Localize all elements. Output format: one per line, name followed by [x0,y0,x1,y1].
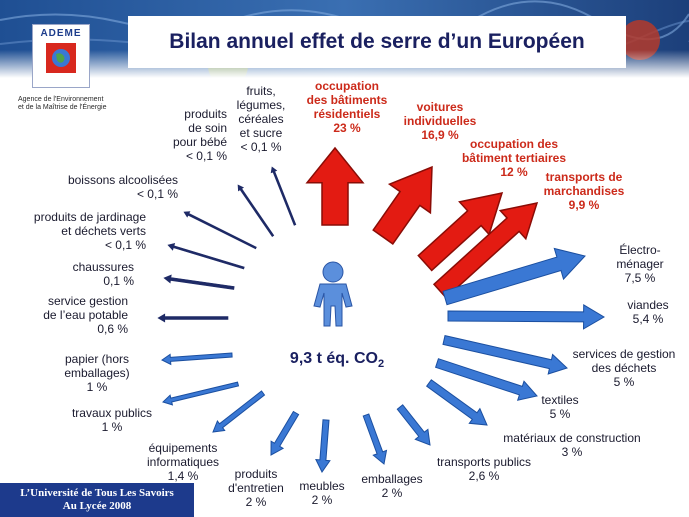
page-title: Bilan annuel effet de serre d’un Europée… [169,30,585,53]
footer-line-2: Au Lycée 2008 [62,500,132,512]
label-dechets: services de gestion des déchets 5 % [572,347,676,389]
label-jardinage: produits de jardinage et déchets verts <… [33,210,146,252]
arrow-transports-publics [396,404,431,446]
logo-wordmark: ADEME [40,28,82,39]
label-transports-publics: transports publics 2,6 % [436,455,532,483]
label-viandes: viandes 5,4 % [627,298,669,326]
label-electromenager: Électro- ménager 7,5 % [616,243,664,285]
arrow-electromenager [442,247,586,306]
agency-line-1: Agence de l'Environnement [18,96,104,103]
arrow-alcool [183,211,257,250]
arrow-emballages [362,413,388,465]
person-icon [313,261,353,327]
arrow-chaussures [163,274,235,290]
label-papier: papier (hors emballages) 1 % [64,352,130,394]
label-alcool: boissons alcoolisées < 0,1 % [67,173,178,201]
label-chaussures: chaussures 0,1 % [72,260,134,288]
title-box: Bilan annuel effet de serre d’un Europée… [128,16,626,68]
label-voitures: voitures individuelles 16,9 % [403,100,477,142]
agency-caption: Agence de l'Environnement et de la Maîtr… [18,96,128,112]
label-marchandises: transports de marchandises 9,9 % [543,170,625,212]
label-fruits: fruits, légumes, céréales et sucre < 0,1… [236,84,286,154]
arrow-residentiel [305,146,365,226]
arrow-jardinage [167,242,245,270]
arrow-papier [161,352,233,366]
ademe-logo: ADEME [32,24,90,88]
arrow-voitures [372,165,433,245]
arrow-meubles [315,419,331,473]
total-emissions: 9,3 t éq. CO2 [290,350,384,370]
label-tertiaire: occupation des bâtiment tertiaires 12 % [461,137,567,179]
arrow-dechets [442,335,568,375]
arrow-viandes [447,304,605,330]
label-entretien: produits d'entretien 2 % [228,467,284,509]
label-travaux-publics: travaux publics 1 % [71,406,153,434]
arrow-informatique [212,390,266,433]
total-emissions-subscript: 2 [377,358,385,371]
label-informatique: équipements informatiques 1,4 % [146,441,220,483]
label-materiaux: matériaux de construction 3 % [503,431,641,459]
arrow-fruits [270,166,297,226]
arrow-tertiaire [417,192,504,272]
label-emballages: emballages 2 % [361,472,423,500]
arrow-textiles [434,358,538,401]
label-bebe: produits de soin pour bébé < 0,1 % [172,107,227,163]
footer-line-1: L’Université de Tous Les Savoirs [20,487,174,499]
label-textiles: textiles 5 % [541,393,579,421]
agency-line-2: et de la Maîtrise de l'Énergie [18,104,107,111]
arrow-materiaux [426,379,488,426]
footer-banner: L’Université de Tous Les Savoirs Au Lycé… [0,483,194,517]
arrow-entretien [270,410,300,456]
arrow-travaux-publics [162,381,240,406]
total-emissions-text: 9,3 t éq. CO [289,350,378,367]
arrow-marchandises [432,202,539,299]
globe-icon [46,43,76,73]
label-eau: service gestion de l’eau potable 0,6 % [43,294,128,336]
label-residentiel: occupation des bâtiments résidentiels 23… [306,79,388,135]
arrow-bebe [237,184,275,238]
label-meubles: meubles 2 % [299,479,345,507]
arrow-eau [157,313,229,323]
